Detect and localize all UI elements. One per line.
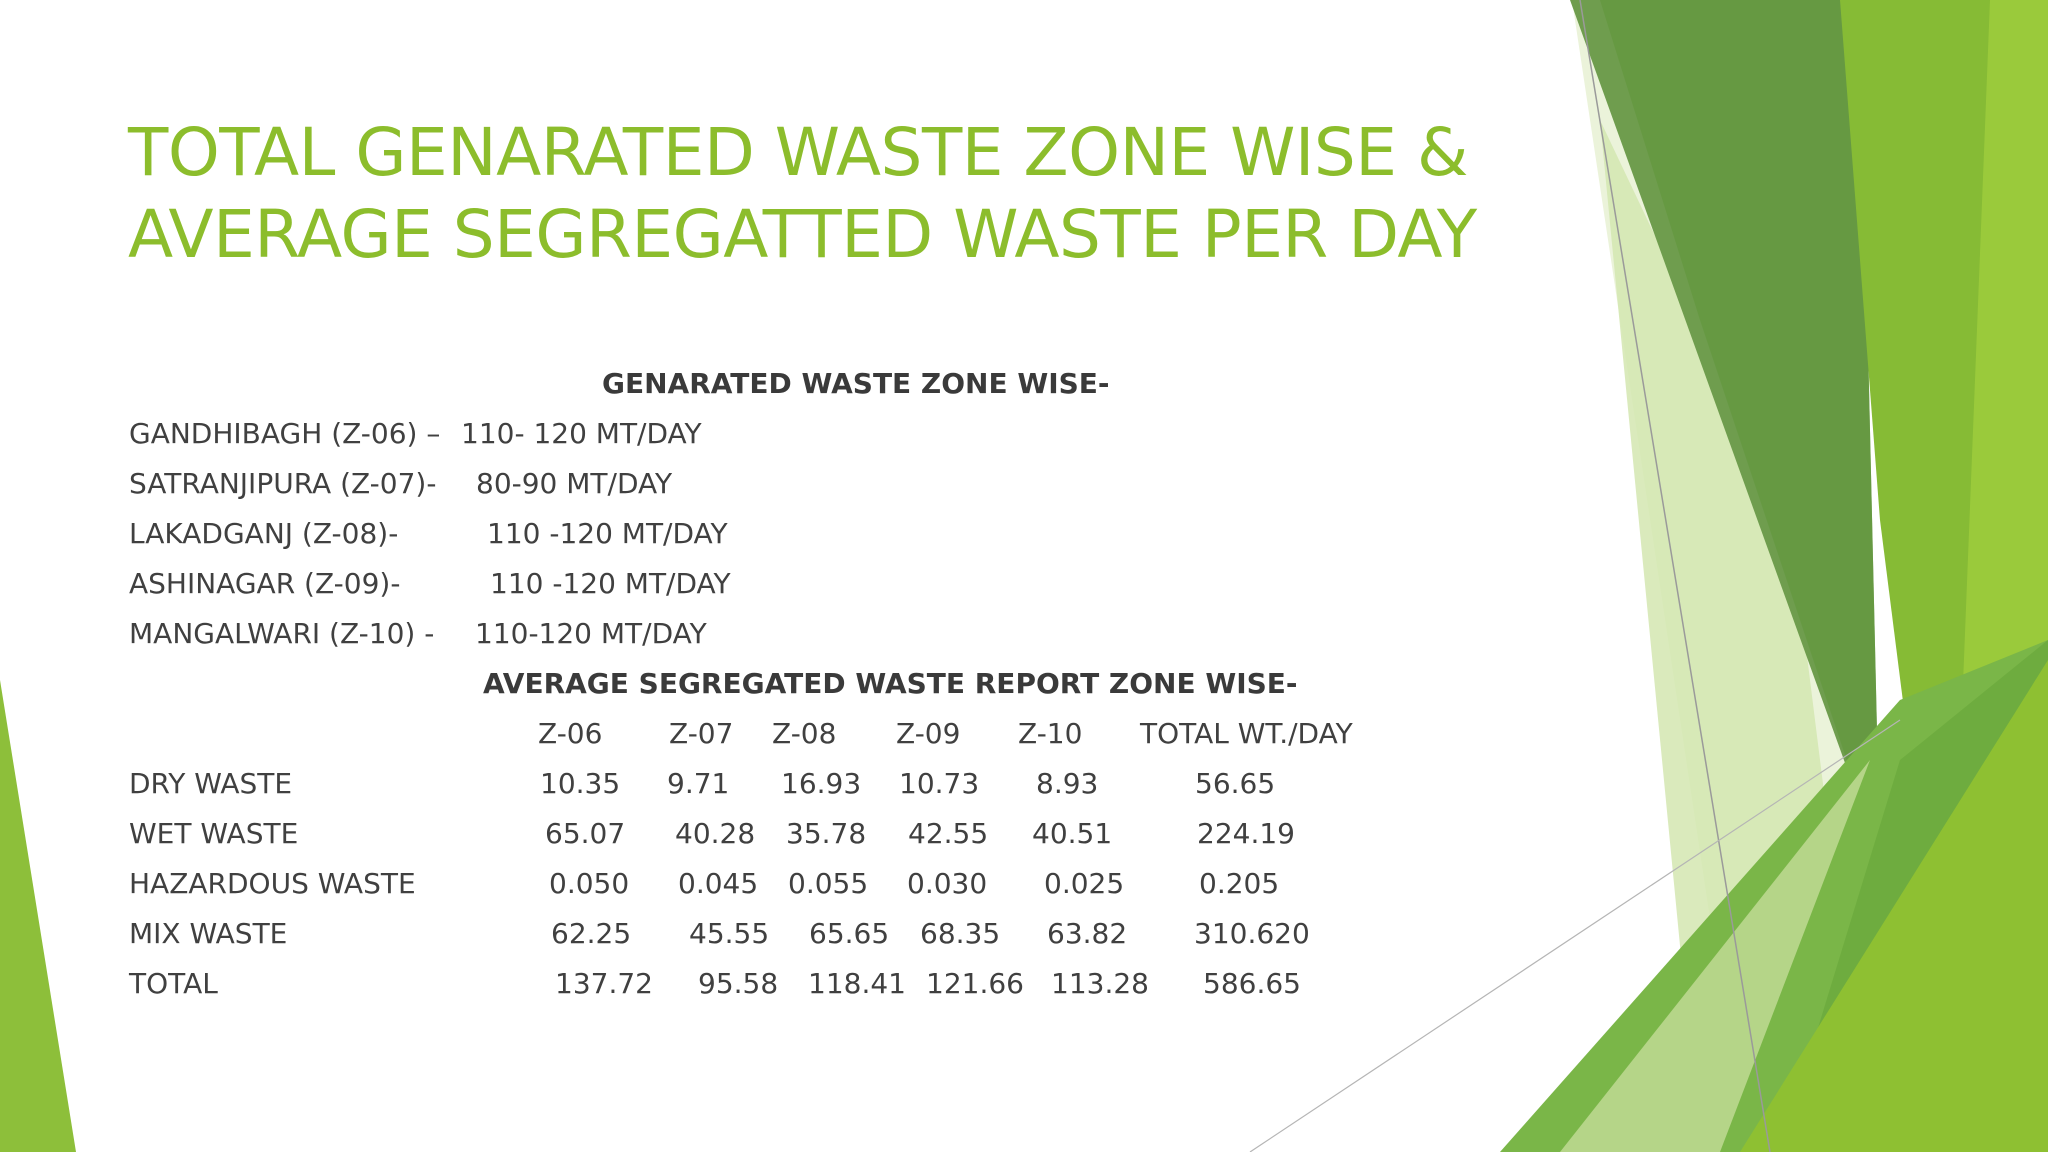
zone-value: 110-120 MT/DAY (475, 617, 707, 650)
thin-line-2 (1249, 719, 1901, 1152)
column-header: Z-09 (896, 717, 961, 750)
table-cell: 121.66 (926, 967, 1024, 1000)
table-cell: 0.030 (907, 867, 988, 900)
table-cell: 35.78 (786, 817, 867, 850)
table-cell: 45.55 (689, 917, 770, 950)
table-cell: 118.41 (808, 967, 906, 1000)
right-mid-wedge (1600, 0, 1880, 860)
left-green-wedge (0, 680, 76, 1152)
table-cell: 56.65 (1195, 767, 1276, 800)
segregated-waste-heading: AVERAGE SEGREGATED WASTE REPORT ZONE WIS… (483, 667, 1298, 700)
column-header: Z-10 (1018, 717, 1083, 750)
table-cell: 0.055 (788, 867, 869, 900)
table-cell: 10.35 (540, 767, 621, 800)
column-header: TOTAL WT./DAY (1140, 717, 1353, 750)
zone-label: SATRANJIPURA (Z-07)- (129, 467, 437, 500)
thin-line-1 (1579, 0, 1771, 1152)
zone-label: GANDHIBAGH (Z-06) – (129, 417, 441, 450)
zone-label: MANGALWARI (Z-10) - (129, 617, 435, 650)
lower-light-triangle (1560, 760, 1870, 1152)
slide-title: TOTAL GENARATED WASTE ZONE WISE & AVERAG… (128, 112, 1477, 276)
lower-right-lime (1740, 660, 2048, 1152)
table-cell: 310.620 (1194, 917, 1310, 950)
table-cell: 16.93 (781, 767, 862, 800)
column-header: Z-08 (772, 717, 837, 750)
table-cell: 9.71 (667, 767, 730, 800)
generated-waste-heading: GENARATED WASTE ZONE WISE- (602, 367, 1110, 400)
table-cell: 113.28 (1051, 967, 1149, 1000)
table-cell: 68.35 (920, 917, 1001, 950)
table-cell: 40.28 (675, 817, 756, 850)
zone-value: 80-90 MT/DAY (476, 467, 673, 500)
row-label: DRY WASTE (129, 767, 293, 800)
title-line-2: AVERAGE SEGREGATTED WASTE PER DAY (128, 196, 1477, 273)
table-cell: 10.73 (899, 767, 980, 800)
zone-label: LAKADGANJ (Z-08)- (129, 517, 399, 550)
table-cell: 0.050 (549, 867, 630, 900)
table-cell: 224.19 (1197, 817, 1295, 850)
row-label: TOTAL (129, 967, 218, 1000)
zone-value: 110- 120 MT/DAY (461, 417, 702, 450)
zone-label: ASHINAGAR (Z-09)- (129, 567, 401, 600)
table-cell: 65.65 (809, 917, 890, 950)
table-cell: 586.65 (1203, 967, 1301, 1000)
row-label: MIX WASTE (129, 917, 288, 950)
column-header: Z-07 (669, 717, 734, 750)
right-bright-band (1960, 0, 2048, 760)
zone-value: 110 -120 MT/DAY (487, 517, 728, 550)
column-header: Z-06 (538, 717, 603, 750)
table-cell: 40.51 (1032, 817, 1113, 850)
table-cell: 0.045 (678, 867, 759, 900)
title-line-1: TOTAL GENARATED WASTE ZONE WISE & (128, 114, 1468, 191)
table-cell: 63.82 (1047, 917, 1128, 950)
table-cell: 0.205 (1199, 867, 1280, 900)
table-cell: 95.58 (698, 967, 779, 1000)
table-cell: 0.025 (1044, 867, 1125, 900)
row-label: WET WASTE (129, 817, 299, 850)
table-cell: 8.93 (1036, 767, 1099, 800)
table-cell: 137.72 (555, 967, 653, 1000)
row-label: HAZARDOUS WASTE (129, 867, 416, 900)
table-cell: 65.07 (545, 817, 626, 850)
table-cell: 42.55 (908, 817, 989, 850)
table-cell: 62.25 (551, 917, 632, 950)
zone-value: 110 -120 MT/DAY (490, 567, 731, 600)
